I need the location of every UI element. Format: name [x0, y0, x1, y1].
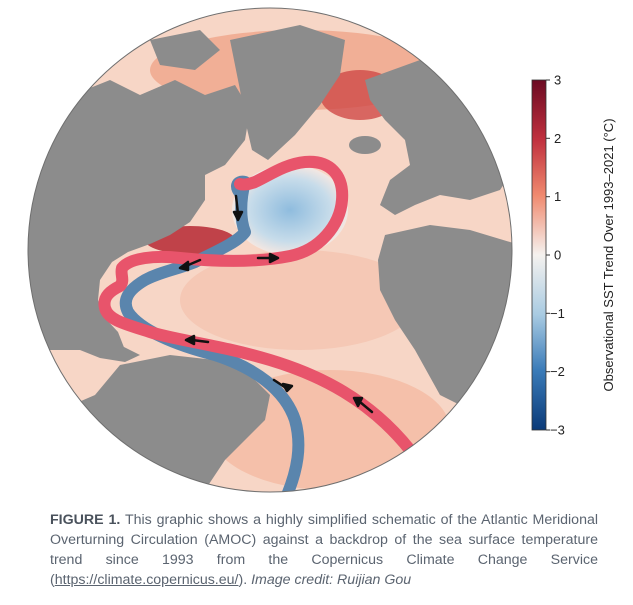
cold-deep-path: [119, 175, 305, 492]
greenland: [230, 25, 345, 160]
arctic-islands: [150, 30, 220, 70]
central-america: [70, 330, 140, 362]
flow-arrows: [178, 194, 374, 414]
arrow-head-3: [268, 252, 280, 264]
arrow-head-1: [232, 210, 244, 222]
colorbar-ticks: [546, 79, 550, 431]
cold-blob: [232, 165, 348, 255]
iceland: [349, 136, 381, 154]
north-america: [28, 80, 250, 350]
copernicus-link[interactable]: https://climate.copernicus.eu/: [54, 572, 239, 588]
tick-label-neg3: −3: [550, 423, 565, 438]
arrow-head-4: [184, 334, 196, 346]
image-credit: Image credit: Ruijian Gou: [251, 572, 412, 588]
colorbar-gradient: [531, 79, 547, 431]
warm-surface-path: [98, 155, 416, 456]
tick-label-1: 1: [554, 189, 561, 204]
caption-text-end: ).: [238, 572, 248, 588]
warm-patch-mid: [180, 250, 420, 350]
arrow-head-5: [281, 382, 294, 393]
colorbar: 3 2 1 0 −1 −2 −3 Observational SST Trend…: [531, 73, 616, 438]
caption-label: FIGURE 1.: [50, 512, 121, 528]
globe: [28, 8, 512, 492]
colorbar-title: Observational SST Trend Over 1993–2021 (…: [601, 118, 616, 391]
arrow-head-2: [178, 260, 190, 272]
tick-label-neg1: −1: [550, 306, 565, 321]
globe-outline: [27, 7, 513, 493]
amoc-circulation: [98, 155, 416, 492]
tick-label-0: 0: [554, 248, 561, 263]
arrow-6: [358, 400, 374, 414]
figure-caption: FIGURE 1. This graphic shows a highly si…: [50, 510, 598, 590]
amoc-map: [27, 7, 513, 493]
arrow-head-6: [352, 396, 364, 408]
tick-label-neg2: −2: [550, 364, 565, 379]
tick-label-2: 2: [554, 131, 561, 146]
tick-label-3: 3: [554, 73, 561, 88]
caption-text: This graphic shows a highly simplified s…: [50, 512, 598, 588]
